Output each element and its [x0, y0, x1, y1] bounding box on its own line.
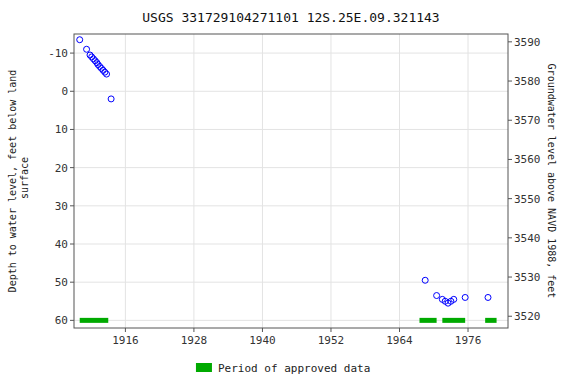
tick-label-x: 1952 [318, 334, 345, 347]
tick-label-x: 1928 [181, 334, 208, 347]
tick-label-y2: 3570 [514, 114, 541, 127]
tick-x [399, 328, 400, 332]
tick-y [70, 205, 74, 206]
page: {"chart_data": { "type": "scatter", "tit… [0, 0, 576, 384]
grid-line-y [74, 91, 508, 92]
scatter-point [434, 293, 440, 299]
scatter-point [462, 294, 468, 300]
grid-line-x [193, 34, 194, 328]
tick-y2 [508, 316, 512, 317]
tick-label-y2: 3580 [514, 75, 541, 88]
grid-line-x [468, 34, 469, 328]
tick-label-x: 1976 [455, 334, 482, 347]
scatter-point [84, 46, 90, 52]
tick-y2 [508, 81, 512, 82]
tick-y [70, 282, 74, 283]
tick-x [125, 328, 126, 332]
approved-segment [419, 318, 436, 323]
grid-line-y [74, 205, 508, 206]
tick-label-y: 10 [55, 123, 68, 136]
tick-y [70, 129, 74, 130]
tick-label-x: 1964 [386, 334, 413, 347]
grid-line-x [330, 34, 331, 328]
grid-line-y [74, 282, 508, 283]
legend-swatch [196, 363, 212, 372]
scatter-point [422, 277, 428, 283]
approved-segment [442, 318, 465, 323]
tick-label-x: 1940 [249, 334, 276, 347]
tick-y [70, 167, 74, 168]
tick-x [262, 328, 263, 332]
tick-x [468, 328, 469, 332]
marks [77, 37, 497, 321]
grid-line-x [399, 34, 400, 328]
grid-line-y [74, 320, 508, 321]
tick-y2 [508, 277, 512, 278]
grid-line-y [74, 129, 508, 130]
tick-label-y2: 3530 [514, 271, 541, 284]
series [422, 277, 491, 306]
tick-label-y2: 3590 [514, 36, 541, 49]
tick-y2 [508, 120, 512, 121]
tick-label-y2: 3560 [514, 153, 541, 166]
scatter-point [77, 37, 83, 43]
grid-line-y [74, 53, 508, 54]
approved-segment [485, 318, 496, 323]
tick-label-y: 50 [55, 276, 68, 289]
grid [74, 34, 508, 328]
legend: Period of approved data [196, 362, 370, 375]
series [80, 320, 497, 321]
tick-y2 [508, 237, 512, 238]
scatter-point [451, 296, 457, 302]
axes: 1916 1928 1940 1952 1964 1976 -10 0 10 20 30 40 50 60… [48, 36, 540, 347]
tick-y2 [508, 41, 512, 42]
axis-label-y-line: Depth to water level, feet below land [7, 70, 18, 293]
tick-label-y2: 3520 [514, 310, 541, 323]
tick-label-x: 1916 [112, 334, 139, 347]
tick-y [70, 320, 74, 321]
plot-frame [74, 34, 508, 328]
legend-label: Period of approved data [218, 362, 370, 375]
tick-x [330, 328, 331, 332]
chart: 1916 1928 1940 1952 1964 1976 -10 0 10 20 30 40 50 60… [0, 0, 576, 384]
tick-y [70, 244, 74, 245]
approved-segment [80, 318, 109, 323]
grid-line-x [262, 34, 263, 328]
tick-label-y: 30 [55, 200, 68, 213]
scatter-point [108, 96, 114, 102]
title: USGS 331729104271101 12S.25E.09.321143 [142, 10, 439, 25]
tick-label-y2: 3550 [514, 193, 541, 206]
axis-label-y-line: surface [19, 157, 30, 205]
tick-label-y2: 3540 [514, 232, 541, 245]
tick-y [70, 53, 74, 54]
tick-x [193, 328, 194, 332]
tick-label-y: 0 [61, 85, 68, 98]
tick-label-y: 60 [55, 314, 68, 327]
grid-line-y [74, 167, 508, 168]
grid-line-y [74, 244, 508, 245]
tick-y [70, 91, 74, 92]
tick-label-y: 40 [55, 238, 68, 251]
tick-label-y: 20 [55, 162, 68, 175]
series [77, 37, 114, 102]
grid-line-x [125, 34, 126, 328]
axis-label-y2: Groundwater level above NAVD 1988, feet [546, 64, 557, 299]
tick-y2 [508, 159, 512, 160]
axis-label-y: Depth to water level, feet below land su… [7, 70, 30, 293]
tick-label-y: -10 [48, 47, 68, 60]
scatter-point [485, 294, 491, 300]
tick-y2 [508, 198, 512, 199]
scatter-point [104, 71, 110, 77]
